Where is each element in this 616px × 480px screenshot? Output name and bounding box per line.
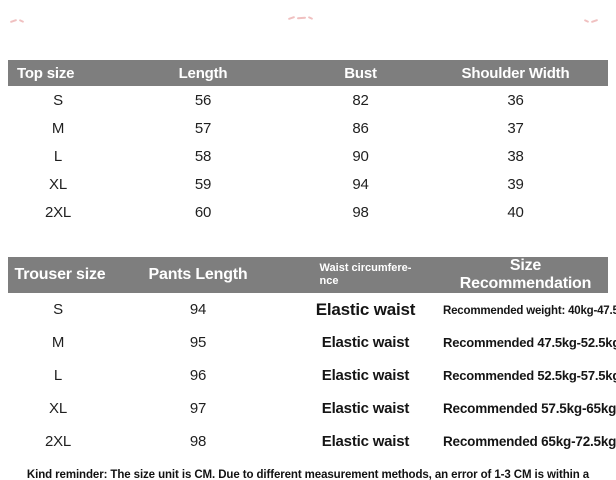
recommendation-cell: Recommended 57.5kg-65kg [443,392,616,425]
table-row: XL 59 94 39 [8,170,608,198]
size-cell: S [53,301,63,318]
trouser-size-table: Trouser size Pants Length Waist circumfe… [8,257,616,458]
length-cell: 57 [194,119,212,137]
recommendation-text: Recommended weight: 40kg-47.5kg [443,305,616,317]
recommendation-cell: Recommended weight: 40kg-47.5kg [443,293,616,326]
waist-cell: Elastic waist [288,425,443,458]
table-row: M 57 86 37 [8,114,608,142]
bust-cell: 86 [352,119,369,137]
size-cell: 2XL [44,203,72,221]
red-watermark-icon [583,9,600,27]
top-size-table: Top size Length Bust Shoulder Width S 56… [8,60,608,226]
waist-header-text: Waist circumfere- nce [319,262,412,287]
length-cell: 59 [194,175,212,193]
pants-length-cell: 95 [189,334,207,351]
red-watermark-icon [9,9,26,27]
length-cell: 56 [194,91,212,109]
shoulder-width-cell: 37 [507,119,524,137]
table-row: 2XL 60 98 40 [8,198,608,226]
recommendation-cell: Recommended 52.5kg-57.5kg [443,359,616,392]
size-cell: S [53,91,63,109]
col-header-shoulder-width: Shoulder Width [423,60,608,86]
waist-cell: Elastic waist [288,326,443,359]
col-header-length: Length [108,60,298,86]
pants-length-cell: 98 [189,433,207,450]
col-header-size-recommendation: Size Recommendation [443,257,608,293]
waist-cell: Elastic waist [288,359,443,392]
size-cell: M [51,334,65,351]
pants-length-cell: 94 [189,301,207,318]
col-header-top-size: Top size [8,60,108,86]
red-watermark-icon [287,6,338,24]
bust-cell: 90 [352,147,369,165]
size-cell: L [53,147,63,165]
length-cell: 60 [194,203,212,221]
table-row: L 58 90 38 [8,142,608,170]
size-cell: 2XL [44,433,72,450]
recommendation-text: Recommended 52.5kg-57.5kg [443,368,616,383]
col-header-pants-length: Pants Length [108,257,288,293]
elastic-waist-label: Elastic waist [321,433,410,450]
table-row: S 56 82 36 [8,86,608,114]
waist-cell: Elastic waist [288,392,443,425]
elastic-waist-label: Elastic waist [321,367,410,384]
table-row: XL 97 Elastic waist Recommended 57.5kg-6… [8,392,616,425]
size-cell: XL [49,400,67,417]
table-row: S 94 Elastic waist Recommended weight: 4… [8,293,616,326]
elastic-waist-label: Elastic waist [321,334,410,351]
table-row: L 96 Elastic waist Recommended 52.5kg-57… [8,359,616,392]
recommendation-cell: Recommended 65kg-72.5kg [443,425,616,458]
size-cell: XL [49,175,67,193]
table-row: M 95 Elastic waist Recommended 47.5kg-52… [8,326,616,359]
bust-cell: 82 [352,91,369,109]
col-header-bust: Bust [298,60,423,86]
size-cell: M [51,119,65,137]
trouser-header-row: Trouser size Pants Length Waist circumfe… [8,257,608,293]
waist-cell: Elastic waist [288,293,443,326]
col-header-waist-circumference: Waist circumfere- nce [288,257,443,293]
bust-cell: 98 [352,203,369,221]
pants-length-cell: 96 [189,367,207,384]
shoulder-width-cell: 36 [507,91,524,109]
recommendation-text: Recommended 65kg-72.5kg [443,434,616,449]
size-cell: L [53,367,63,384]
pants-length-cell: 97 [189,400,207,417]
shoulder-width-cell: 38 [507,147,524,165]
table-row: 2XL 98 Elastic waist Recommended 65kg-72… [8,425,616,458]
top-size-header-row: Top size Length Bust Shoulder Width [8,60,608,86]
col-header-trouser-size: Trouser size [8,257,108,293]
bust-cell: 94 [352,175,369,193]
recommendation-cell: Recommended 47.5kg-52.5kg [443,326,616,359]
length-cell: 58 [194,147,212,165]
elastic-waist-label: Elastic waist [321,400,410,417]
recommendation-text: Recommended 47.5kg-52.5kg [443,335,616,350]
shoulder-width-cell: 40 [507,203,524,221]
shoulder-width-cell: 39 [507,175,524,193]
recommendation-text: Recommended 57.5kg-65kg [443,401,616,416]
elastic-waist-label: Elastic waist [315,299,416,319]
kind-reminder-note: Kind reminder: The size unit is CM. Due … [26,469,590,480]
